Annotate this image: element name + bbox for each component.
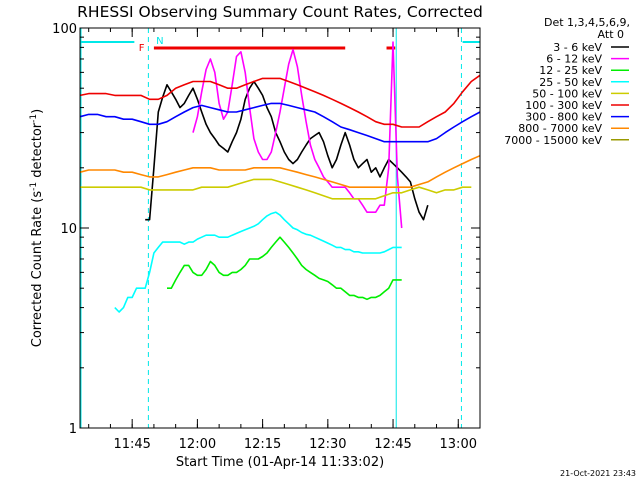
legend-label: 7000 - 15000 keV: [504, 134, 602, 147]
legend-label: 300 - 800 keV: [525, 111, 602, 124]
y-axis-title: Corrected Count Rate (s-1 detector-1): [29, 109, 45, 347]
x-axis-title: Start Time (01-Apr-14 11:33:02): [176, 455, 384, 470]
night-label: N: [156, 36, 163, 47]
series-line-800-7000-kev: [79, 154, 481, 188]
x-tick-label: 12:15: [244, 437, 281, 452]
legend-entry: 100 - 300 keV: [525, 99, 629, 112]
series-line-25-50-kev: [114, 211, 402, 313]
series-line-50-100-kev: [80, 178, 472, 200]
x-tick-label: 12:30: [309, 437, 346, 452]
legend-entry: 300 - 800 keV: [525, 111, 629, 124]
legend-entry: 6 - 12 keV: [546, 53, 629, 66]
generation-timestamp: 21-Oct-2021 23:43: [560, 469, 636, 478]
y-tick-label: 10: [60, 222, 77, 237]
series-line-6-12-kev: [192, 41, 403, 229]
y-axis-title-sup1: -1: [29, 182, 39, 191]
x-axis: 11:45 12:00 12:15 12:30 12:45 13:00: [88, 28, 481, 452]
y-tick-label: 100: [52, 22, 77, 37]
legend-entry: 7000 - 15000 keV: [504, 134, 629, 147]
plot-area: NF: [79, 28, 481, 428]
legend-label: 100 - 300 keV: [525, 99, 602, 112]
y-axis-title-sup2: -1: [29, 114, 39, 123]
series-line-100-300-kev: [79, 74, 481, 128]
x-tick-label: 11:45: [113, 437, 150, 452]
x-tick-label: 13:00: [440, 437, 477, 452]
legend-entry: 25 - 50 keV: [539, 76, 629, 89]
legend-entry: 3 - 6 keV: [553, 41, 629, 54]
legend-label: 6 - 12 keV: [546, 53, 602, 66]
legend-label: 25 - 50 keV: [539, 76, 602, 89]
legend-entry: 50 - 100 keV: [532, 87, 629, 100]
plot-frame: [79, 27, 481, 429]
legend-label: 3 - 6 keV: [553, 41, 602, 54]
legend-label: 50 - 100 keV: [532, 87, 602, 100]
y-axis-title-end: ): [30, 109, 45, 114]
x-tick-label: 12:00: [179, 437, 216, 452]
series-line-3-6-kev: [145, 80, 429, 221]
y-tick-label: 1: [69, 422, 77, 437]
legend-entry: 800 - 7000 keV: [518, 122, 629, 135]
series-line-12-25-kev: [167, 236, 402, 301]
legend-header-attenuator: Att 0: [598, 28, 624, 41]
legend-label: 800 - 7000 keV: [518, 122, 602, 135]
legend-header-detectors: Det 1,3,4,5,6,9,: [544, 16, 630, 29]
legend-label: 12 - 25 keV: [539, 64, 602, 77]
y-axis: 1 10 100: [52, 22, 480, 437]
series-line-300-800-kev: [79, 102, 481, 143]
flare-label: F: [139, 43, 145, 54]
chart-title: RHESSI Observing Summary Count Rates, Co…: [77, 3, 483, 21]
y-axis-title-mid: detector: [30, 122, 45, 182]
x-tick-label: 12:45: [374, 437, 411, 452]
y-axis-title-main: Corrected Count Rate (s: [30, 191, 45, 348]
legend-entry: 12 - 25 keV: [539, 64, 629, 77]
